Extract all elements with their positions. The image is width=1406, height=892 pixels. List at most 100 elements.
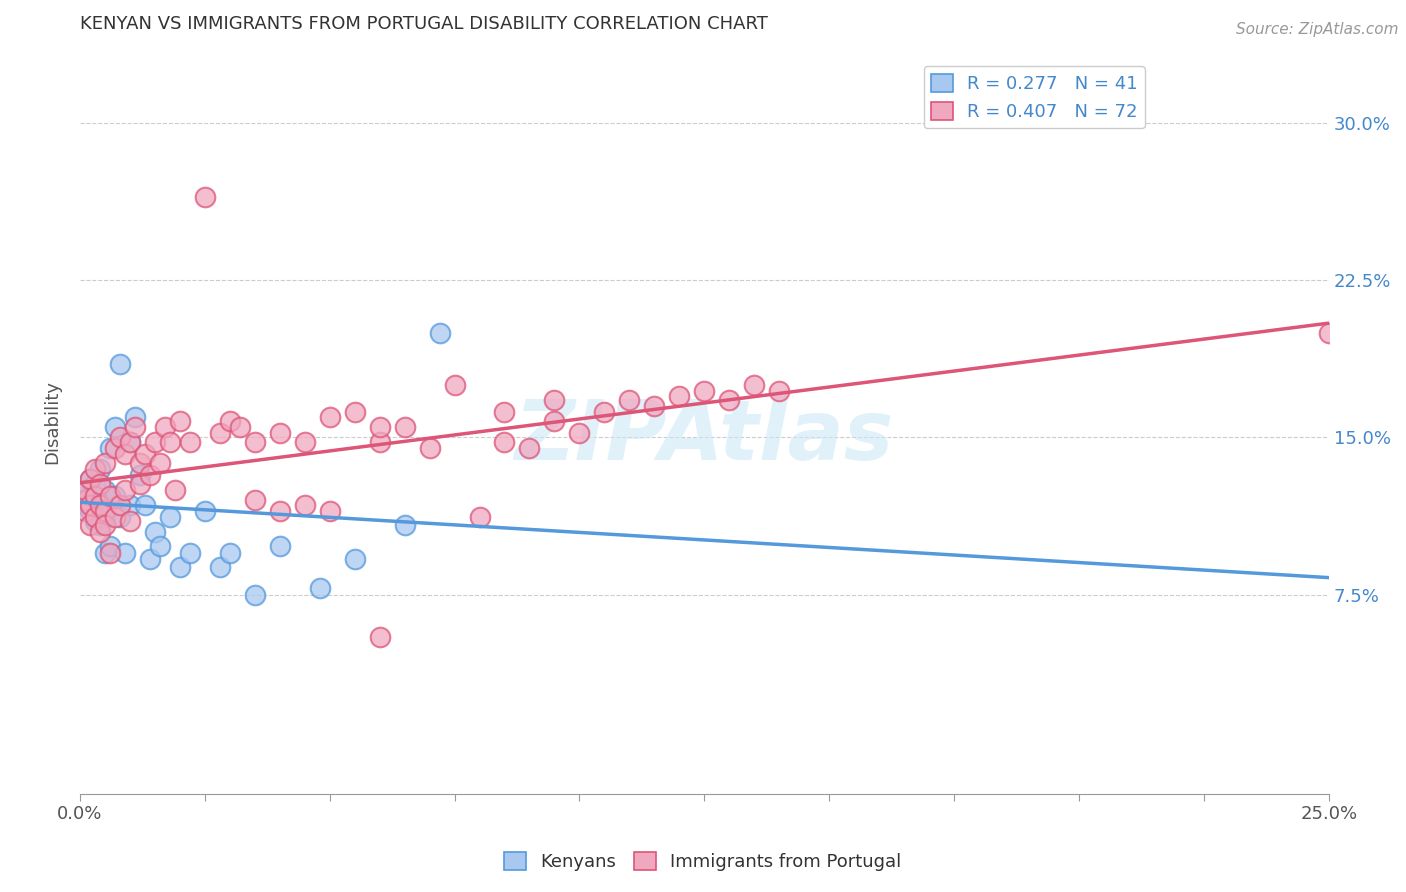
Point — [294, 498, 316, 512]
Point — [118, 498, 141, 512]
Point — [768, 384, 790, 399]
Point — [79, 504, 101, 518]
Point — [128, 468, 150, 483]
Point — [79, 498, 101, 512]
Point — [143, 524, 166, 539]
Point — [108, 357, 131, 371]
Point — [443, 378, 465, 392]
Point — [368, 420, 391, 434]
Point — [73, 504, 96, 518]
Point — [83, 489, 105, 503]
Text: KENYAN VS IMMIGRANTS FROM PORTUGAL DISABILITY CORRELATION CHART: KENYAN VS IMMIGRANTS FROM PORTUGAL DISAB… — [80, 15, 768, 33]
Point — [104, 420, 127, 434]
Point — [79, 489, 101, 503]
Point — [243, 434, 266, 449]
Point — [243, 493, 266, 508]
Point — [543, 414, 565, 428]
Point — [169, 414, 191, 428]
Point — [343, 552, 366, 566]
Point — [208, 426, 231, 441]
Point — [89, 476, 111, 491]
Y-axis label: Disability: Disability — [44, 380, 60, 464]
Point — [269, 540, 291, 554]
Point — [169, 560, 191, 574]
Point — [368, 630, 391, 644]
Point — [94, 456, 117, 470]
Point — [73, 483, 96, 497]
Point — [118, 434, 141, 449]
Legend: R = 0.277   N = 41, R = 0.407   N = 72: R = 0.277 N = 41, R = 0.407 N = 72 — [924, 66, 1144, 128]
Point — [593, 405, 616, 419]
Point — [159, 510, 181, 524]
Point — [429, 326, 451, 340]
Point — [619, 392, 641, 407]
Text: ZIPAtlas: ZIPAtlas — [515, 396, 894, 477]
Point — [693, 384, 716, 399]
Point — [108, 510, 131, 524]
Point — [643, 399, 665, 413]
Point — [318, 504, 340, 518]
Point — [308, 582, 330, 596]
Point — [114, 447, 136, 461]
Point — [104, 489, 127, 503]
Point — [94, 546, 117, 560]
Point — [104, 510, 127, 524]
Point — [229, 420, 252, 434]
Point — [124, 420, 146, 434]
Point — [94, 483, 117, 497]
Point — [134, 447, 156, 461]
Point — [218, 414, 240, 428]
Point — [194, 189, 217, 203]
Point — [368, 434, 391, 449]
Point — [108, 430, 131, 444]
Point — [79, 518, 101, 533]
Point — [118, 514, 141, 528]
Point — [543, 392, 565, 407]
Point — [568, 426, 591, 441]
Point — [89, 518, 111, 533]
Point — [79, 472, 101, 486]
Point — [114, 546, 136, 560]
Point — [668, 388, 690, 402]
Point — [114, 483, 136, 497]
Point — [163, 483, 186, 497]
Point — [494, 434, 516, 449]
Point — [73, 493, 96, 508]
Point — [208, 560, 231, 574]
Point — [218, 546, 240, 560]
Point — [243, 588, 266, 602]
Point — [318, 409, 340, 424]
Point — [394, 518, 416, 533]
Point — [124, 409, 146, 424]
Point — [468, 510, 491, 524]
Point — [83, 462, 105, 476]
Point — [94, 518, 117, 533]
Point — [73, 498, 96, 512]
Text: Source: ZipAtlas.com: Source: ZipAtlas.com — [1236, 22, 1399, 37]
Point — [294, 434, 316, 449]
Point — [89, 498, 111, 512]
Point — [83, 510, 105, 524]
Point — [98, 489, 121, 503]
Point — [128, 476, 150, 491]
Point — [89, 498, 111, 512]
Point — [94, 504, 117, 518]
Point — [83, 493, 105, 508]
Point — [149, 456, 172, 470]
Point — [394, 420, 416, 434]
Point — [143, 434, 166, 449]
Point — [153, 420, 176, 434]
Point — [269, 504, 291, 518]
Point — [718, 392, 741, 407]
Point — [194, 504, 217, 518]
Point — [83, 514, 105, 528]
Point — [343, 405, 366, 419]
Point — [419, 441, 441, 455]
Point — [98, 540, 121, 554]
Point — [108, 498, 131, 512]
Point — [104, 441, 127, 455]
Point — [94, 510, 117, 524]
Point — [494, 405, 516, 419]
Point — [179, 546, 201, 560]
Point — [98, 546, 121, 560]
